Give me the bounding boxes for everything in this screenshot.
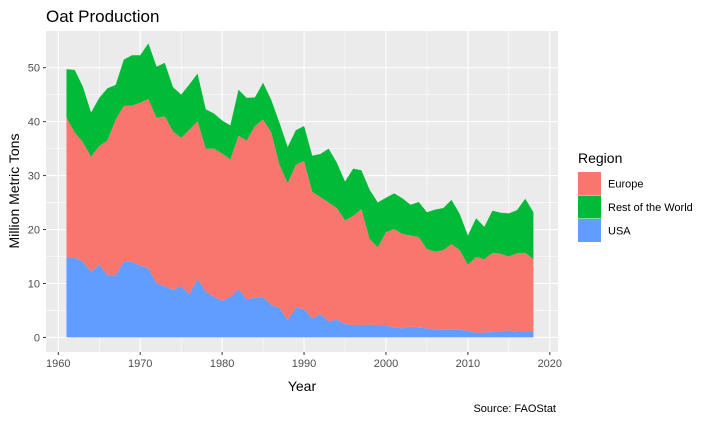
area-series: [66, 43, 534, 338]
legend-key-europe: [578, 172, 601, 195]
x-axis: 1960 1970 1980 1990 2000 2010 2020: [46, 352, 562, 370]
x-tick-label: 1990: [292, 358, 316, 370]
y-tick-label: 20: [28, 225, 40, 237]
caption: Source: FAOStat: [473, 403, 556, 415]
legend-title: Region: [578, 150, 622, 166]
chart-title: Oat Production: [46, 7, 159, 26]
y-tick-label: 0: [34, 332, 40, 344]
y-tick-label: 10: [28, 278, 40, 290]
area-usa: [66, 257, 534, 338]
x-tick-label: 1960: [46, 358, 70, 370]
x-tick-label: 2020: [538, 358, 562, 370]
legend-label: USA: [608, 226, 631, 238]
legend-label: Europe: [608, 179, 643, 191]
legend-key-rest-of-the-world: [578, 195, 601, 219]
legend-key-usa: [578, 219, 601, 242]
y-axis-title: Million Metric Tons: [6, 134, 22, 249]
y-tick-label: 30: [28, 171, 40, 183]
y-tick-label: 40: [28, 117, 40, 129]
y-tick-label: 50: [28, 63, 40, 75]
area-rest-of-the-world: [66, 43, 534, 265]
x-tick-label: 1970: [128, 358, 152, 370]
area-europe: [66, 98, 534, 333]
y-axis: 0 10 20 30 40 50: [28, 63, 46, 344]
legend: Region Europe Rest of the World USA: [578, 150, 693, 242]
legend-label: Rest of the World: [608, 202, 693, 214]
x-tick-label: 1980: [210, 358, 234, 370]
x-tick-label: 2000: [374, 358, 398, 370]
x-axis-title: Year: [288, 378, 317, 394]
x-tick-label: 2010: [456, 358, 480, 370]
